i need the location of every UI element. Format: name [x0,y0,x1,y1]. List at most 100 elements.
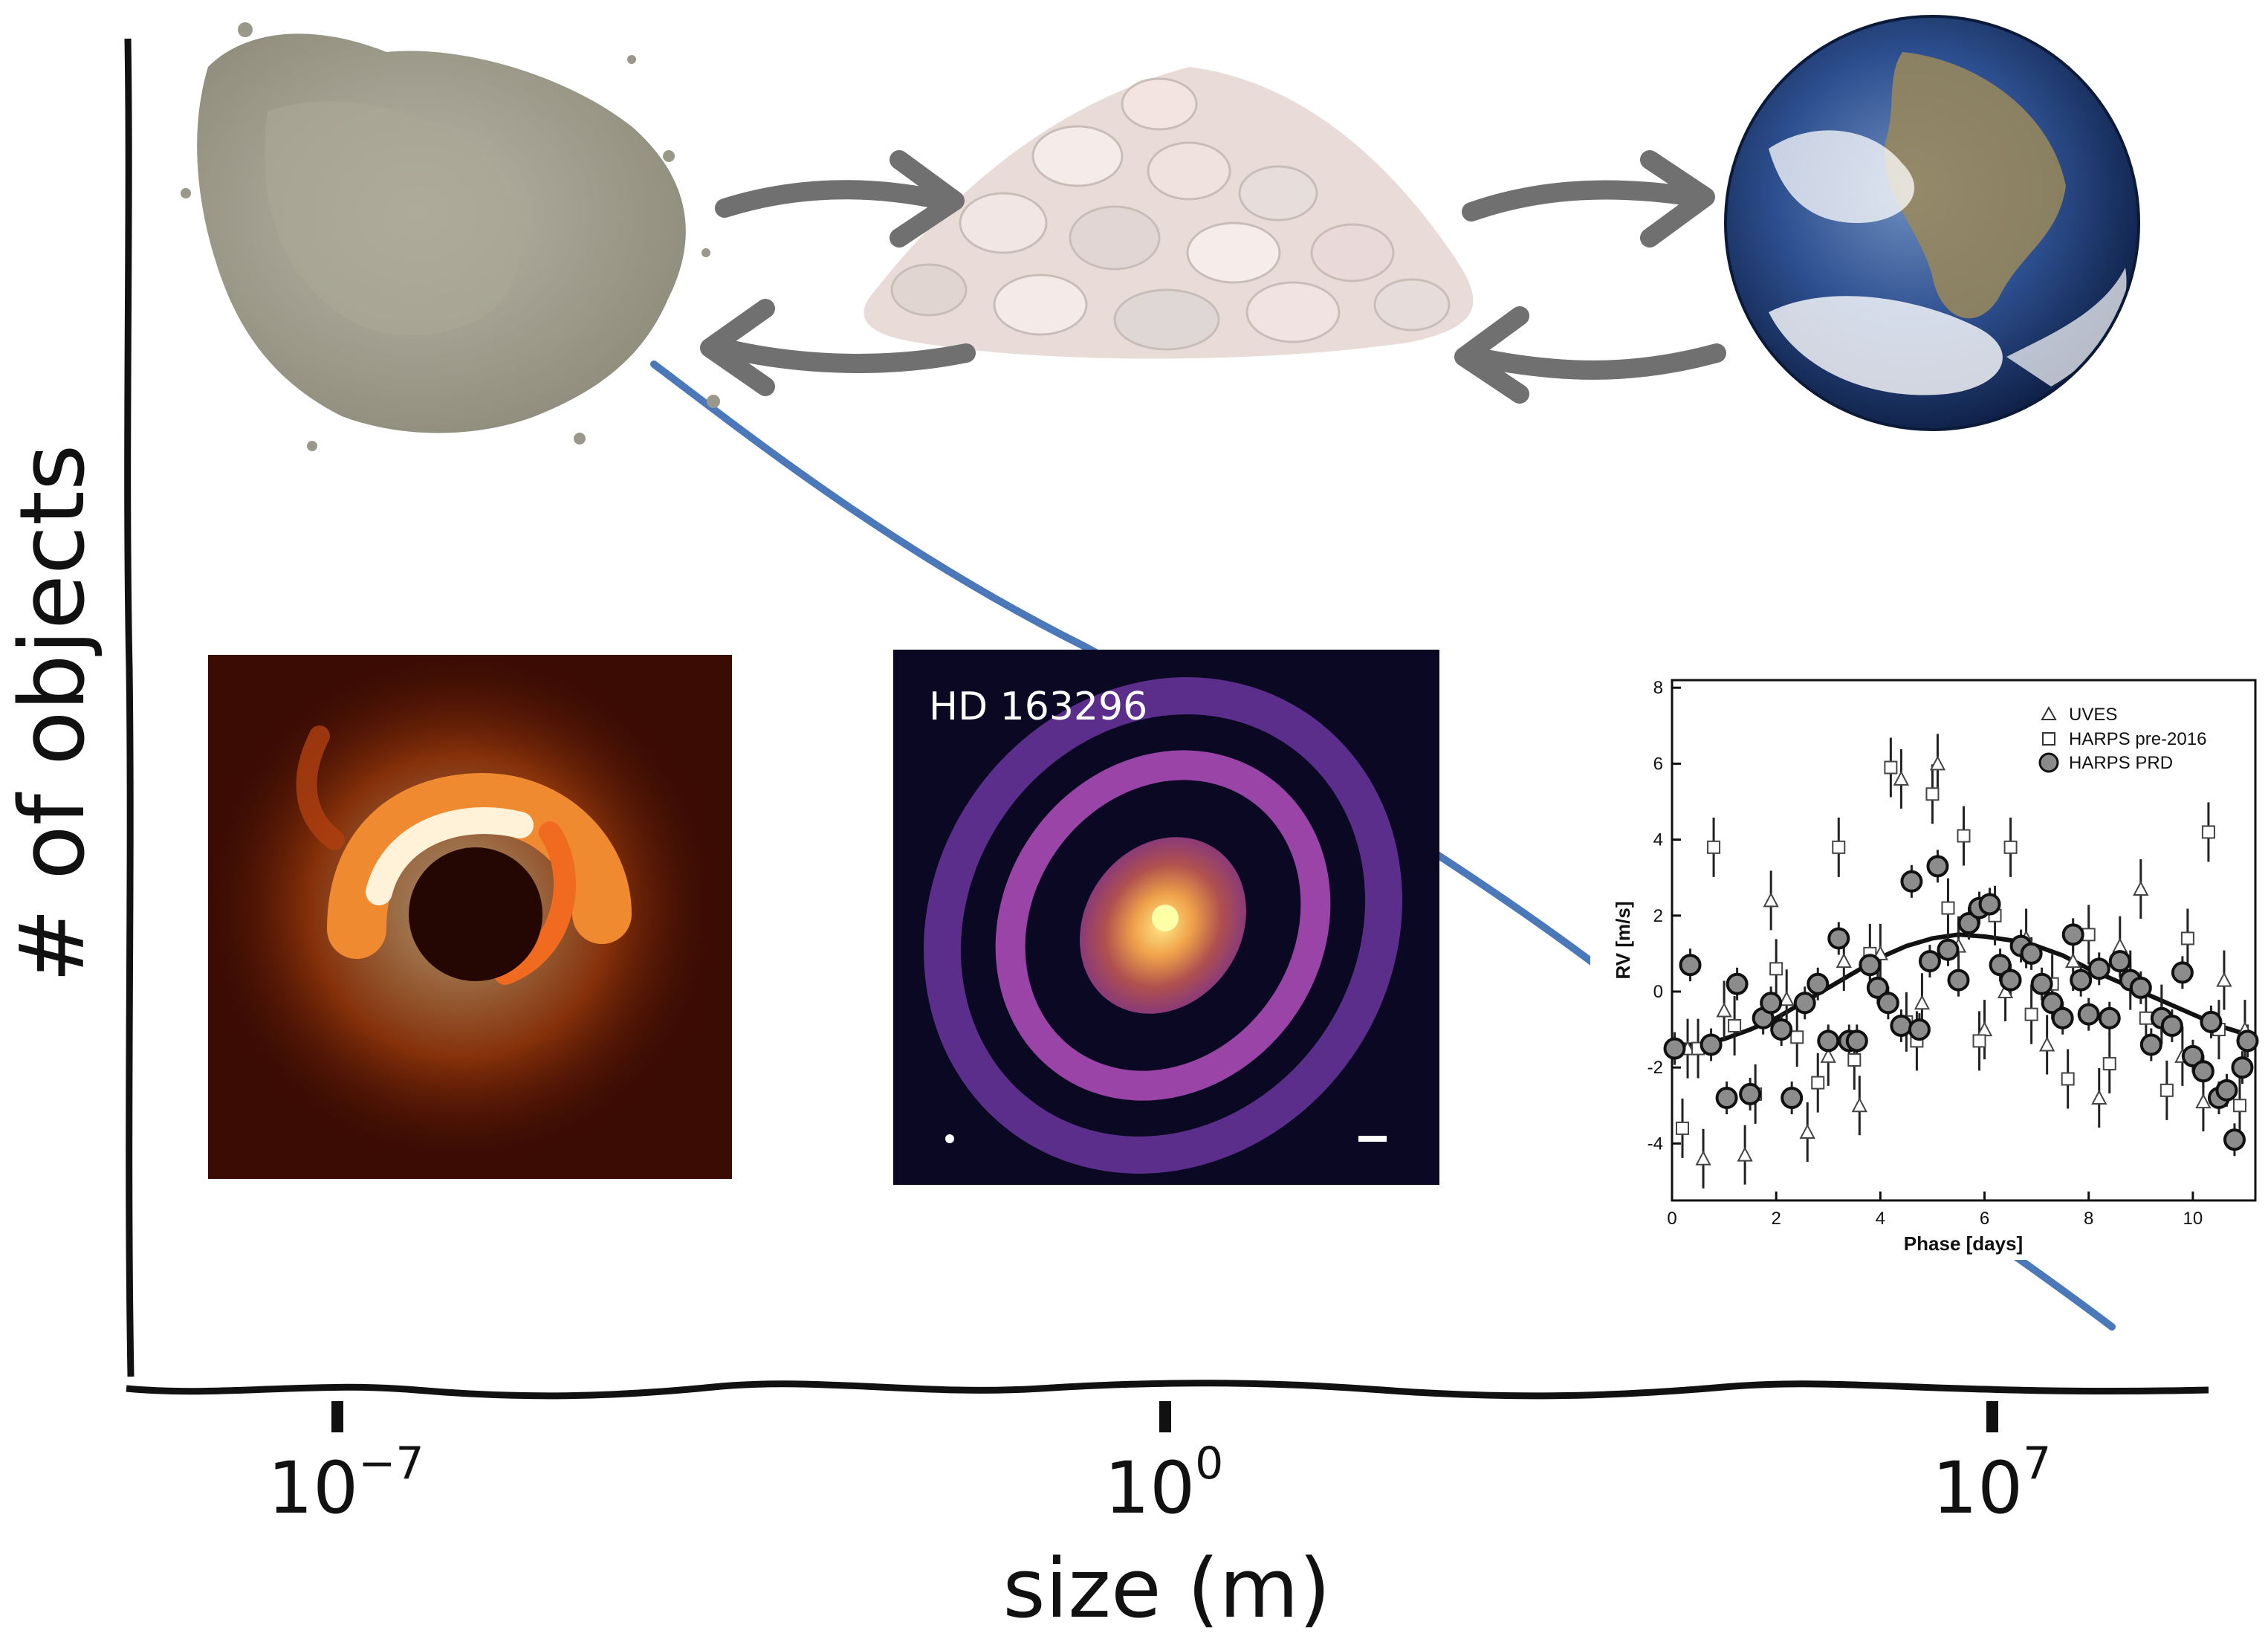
rv-point-uves [2195,1093,2212,1109]
rv-point-harps-prd [1770,1018,1793,1041]
rv-point-harps-prd [1989,954,2012,977]
rv-x-tick-label: 4 [1876,1209,1885,1229]
rv-point-harps-pre2016 [1728,1018,1742,1032]
rv-x-tick-label: 8 [2084,1209,2093,1229]
rv-point-harps-pre2016 [1972,1034,1986,1048]
legend-marker-harps-pre2016 [2042,732,2055,746]
rv-y-tick-label: 6 [1653,754,1663,774]
rv-point-harps-prd [1957,912,1980,935]
rv-point-harps-prd [2098,1006,2121,1029]
rv-point-harps-prd [2077,1003,2100,1026]
x-axis-line [126,1380,2209,1400]
rv-point-harps-pre2016 [1884,760,1898,775]
rv-point-harps-pre2016 [2003,840,2018,854]
arrow-dust-to-pebbles [715,150,965,248]
rv-point-harps-prd [1845,1029,1868,1053]
rv-point-harps-prd [1827,927,1850,950]
rv-x-tick-label: 0 [1667,1209,1676,1229]
rv-plot-frame [1671,679,2257,1202]
rv-y-tick-label: 4 [1653,830,1663,850]
rv-point-harps-prd [1700,1033,1723,1056]
rv-point-harps-prd [2215,1079,2238,1102]
rv-y-tick-label: -2 [1647,1058,1663,1078]
rv-point-harps-pre2016 [1707,840,1721,854]
rv-point-harps-pre2016 [2061,1072,2075,1086]
rv-point-uves [1820,1047,1836,1063]
rv-point-uves [1778,991,1795,1006]
rv-point-uves [1851,1097,1867,1113]
rv-point-uves [2038,1036,2055,1052]
earth-image [1724,15,2140,431]
rv-point-harps-prd [1908,1018,1931,1041]
rv-point-harps-prd [2041,992,2064,1015]
rv-point-harps-prd [2223,1128,2246,1151]
rv-point-uves [2091,1089,2107,1105]
legend-marker-uves [2041,705,2057,720]
rv-point-harps-pre2016 [2232,1099,2246,1113]
rv-point-uves [1695,1150,1711,1166]
rv-point-harps-prd [1900,870,1923,893]
rv-point-harps-pre2016 [1957,829,1971,843]
dust-pile-image [181,22,720,451]
rv-point-uves [2133,880,2149,896]
rv-point-harps-prd [1760,992,1783,1015]
rv-point-harps-prd [2236,1029,2259,1053]
rv-y-axis-label: RV [m/s] [1612,902,1634,980]
x-tick-label: 100 [1104,1438,1223,1530]
legend-label: HARPS pre-2016 [2069,729,2206,749]
disk-image-orange [208,654,732,1179]
rv-point-harps-prd [2051,1006,2074,1029]
rv-point-uves [1997,983,2014,998]
legend-marker-harps-prd [2038,752,2059,773]
rv-point-harps-prd [1999,969,2022,992]
rv-point-harps-prd [2231,1056,2254,1079]
legend-label: HARPS PRD [2069,753,2173,773]
rv-point-harps-pre2016 [2201,825,2215,839]
x-tick-label: 107 [1932,1438,2051,1530]
rv-point-harps-pre2016 [1790,1030,1804,1044]
pebble-pile-image [864,67,1474,359]
rv-point-harps-prd [1679,954,1702,977]
rv-point-harps-prd [1726,972,1749,995]
rv-point-harps-prd [1918,950,1941,973]
x-tick-label: 10−7 [268,1438,424,1530]
rv-point-harps-prd [1978,893,2001,916]
rv-point-harps-prd [1739,1082,1762,1105]
rv-x-tick-label: 10 [2183,1209,2203,1229]
y-axis-label: # of objects [1,444,105,983]
arrow-pebbles-to-earth [1462,150,1715,248]
rv-point-harps-pre2016 [2024,1007,2038,1021]
rv-point-harps-pre2016 [2160,1083,2174,1097]
rv-point-harps-prd [1876,992,1899,1015]
rv-point-uves [1737,1146,1753,1162]
rv-point-uves [1893,770,1910,786]
rv-point-harps-pre2016 [1832,840,1846,854]
rv-point-harps-prd [1947,969,1970,992]
arrow-pebbles-to-dust [700,299,976,396]
rv-point-harps-pre2016 [2081,928,2096,942]
rv-x-tick-label: 6 [1980,1209,1989,1229]
rv-point-harps-prd [1926,855,1949,878]
y-axis-line [124,38,135,1377]
rv-y-tick-label: 0 [1653,982,1663,1002]
rv-point-harps-pre2016 [1847,1053,1862,1067]
rv-point-harps-prd [2129,976,2152,999]
rv-y-tick-label: 8 [1653,678,1663,698]
rv-point-harps-prd [1859,954,1882,977]
rv-point-harps-prd [1937,938,1960,961]
rv-point-harps-prd [1663,1037,1686,1060]
rv-point-uves [2216,972,2232,987]
rv-point-harps-prd [2200,1010,2223,1033]
rv-point-harps-prd [2139,1033,2162,1056]
rv-point-uves [1836,952,1852,969]
rv-point-harps-pre2016 [1769,962,1783,976]
rv-point-harps-prd [1890,1014,1913,1037]
rv-point-uves [1929,755,1946,771]
rv-point-harps-prd [1793,992,1816,1015]
rv-y-tick-label: -4 [1647,1134,1663,1154]
rv-point-uves [1763,892,1779,908]
rv-point-harps-prd [1866,976,1889,999]
rv-x-axis-label: Phase [days] [1904,1232,2023,1255]
